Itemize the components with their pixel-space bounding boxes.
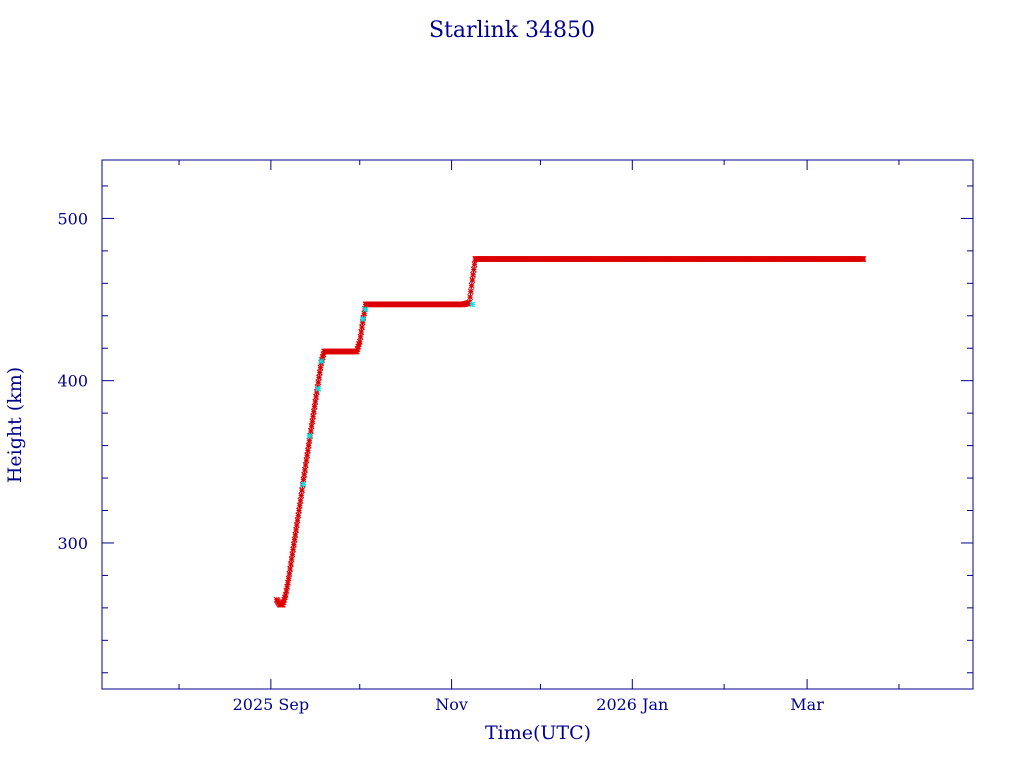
height-marker bbox=[306, 437, 313, 444]
height-marker bbox=[471, 261, 478, 268]
height-marker bbox=[287, 561, 294, 568]
height-marker bbox=[285, 575, 292, 582]
height-marker bbox=[298, 487, 305, 494]
plot-frame bbox=[101, 159, 974, 690]
height-marker bbox=[305, 442, 312, 449]
height-marker bbox=[311, 403, 318, 410]
height-marker bbox=[283, 587, 290, 594]
height-marker bbox=[301, 466, 308, 473]
height-marker bbox=[357, 333, 364, 340]
highlight-marker bbox=[306, 432, 313, 439]
highlight-marker bbox=[315, 385, 322, 392]
height-marker bbox=[298, 492, 305, 499]
height-marker bbox=[304, 447, 311, 454]
y-axis-ticks bbox=[102, 185, 973, 674]
height-marker bbox=[470, 271, 477, 278]
marker-layer bbox=[273, 255, 867, 608]
height-marker bbox=[309, 418, 316, 425]
x-tick-label: 2025 Sep bbox=[233, 695, 309, 714]
height-marker bbox=[300, 476, 307, 483]
chart-title: Starlink 34850 bbox=[429, 18, 595, 43]
height-marker bbox=[291, 536, 298, 543]
y-axis-tick-labels: 300 400 500 bbox=[57, 209, 88, 553]
height-marker bbox=[467, 294, 474, 301]
height-marker bbox=[296, 502, 303, 509]
x-axis-label: Time(UTC) bbox=[485, 722, 591, 744]
height-marker bbox=[287, 565, 294, 572]
height-marker bbox=[468, 282, 475, 289]
highlight-layer bbox=[300, 301, 476, 488]
height-marker bbox=[469, 277, 476, 284]
height-marker bbox=[315, 379, 322, 386]
height-marker bbox=[317, 364, 324, 371]
height-marker bbox=[358, 329, 365, 335]
height-marker bbox=[290, 546, 297, 553]
height-marker bbox=[358, 324, 365, 331]
x-tick-label: 2026 Jan bbox=[596, 695, 668, 714]
height-marker bbox=[293, 522, 300, 529]
y-tick-label: 400 bbox=[57, 372, 88, 391]
height-marker bbox=[288, 556, 295, 563]
x-tick-label: Mar bbox=[790, 695, 824, 714]
height-marker bbox=[316, 369, 323, 376]
y-axis-label: Height (km) bbox=[4, 367, 26, 483]
height-marker bbox=[310, 408, 317, 415]
height-marker bbox=[356, 338, 363, 345]
height-marker bbox=[304, 452, 311, 459]
height-marker bbox=[316, 374, 322, 381]
height-marker bbox=[307, 428, 314, 434]
height-marker bbox=[289, 551, 296, 558]
height-marker bbox=[293, 526, 300, 533]
height-marker bbox=[312, 398, 319, 405]
highlight-marker bbox=[300, 481, 307, 488]
height-marker bbox=[467, 288, 474, 295]
y-tick-label: 300 bbox=[57, 534, 88, 553]
highlight-marker bbox=[362, 306, 369, 313]
height-marker bbox=[303, 457, 310, 464]
x-tick-label: Nov bbox=[435, 695, 468, 714]
highlight-marker bbox=[359, 316, 366, 323]
height-marker bbox=[470, 266, 477, 273]
height-marker bbox=[286, 570, 293, 577]
height-marker bbox=[296, 507, 303, 514]
height-marker bbox=[301, 471, 308, 478]
height-marker bbox=[302, 462, 309, 469]
y-tick-label: 500 bbox=[57, 209, 88, 228]
x-axis-ticks bbox=[178, 160, 900, 689]
height-marker bbox=[294, 517, 301, 524]
height-marker bbox=[313, 393, 320, 400]
height-marker bbox=[308, 423, 315, 430]
height-marker bbox=[292, 531, 299, 538]
height-marker bbox=[295, 512, 302, 519]
height-marker bbox=[310, 413, 317, 420]
height-marker bbox=[860, 255, 867, 262]
height-marker bbox=[290, 541, 297, 548]
height-marker bbox=[297, 497, 304, 504]
highlight-marker bbox=[469, 301, 476, 308]
highlight-marker bbox=[318, 358, 325, 365]
x-axis-tick-labels: 2025 Sep Nov 2026 Jan Mar bbox=[233, 695, 825, 714]
